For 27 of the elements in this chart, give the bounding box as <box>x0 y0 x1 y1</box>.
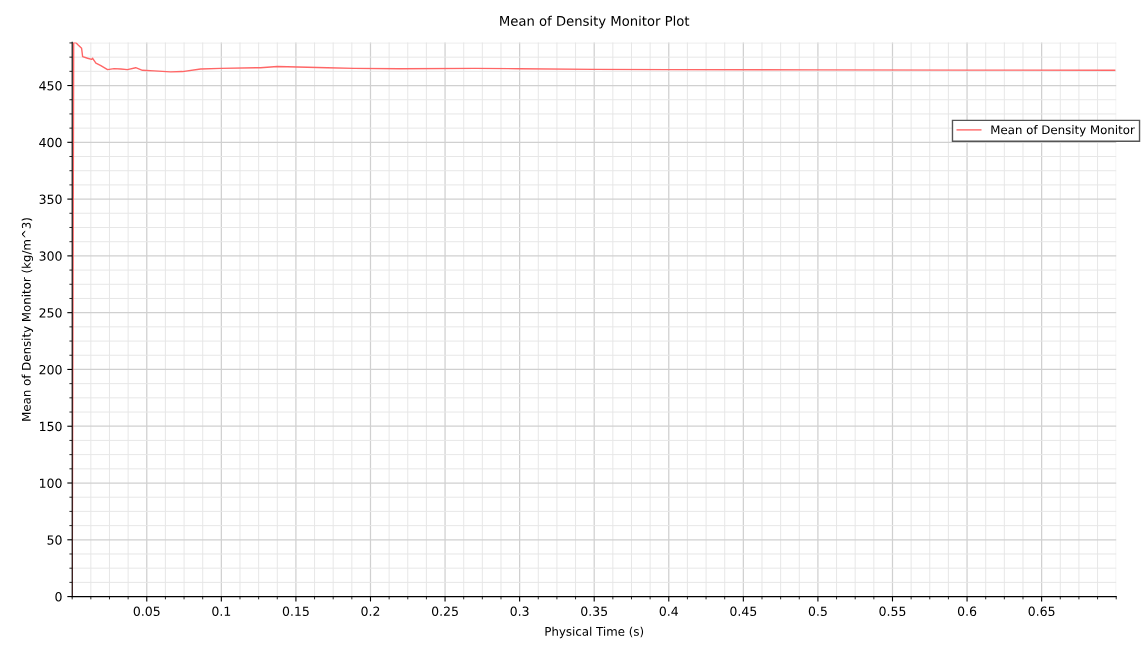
y-axis-title: Mean of Density Monitor (kg/m^3) <box>21 218 34 421</box>
y-tick-label: 300 <box>39 251 62 261</box>
x-tick-label: 0.2 <box>361 606 380 616</box>
y-tick-label: 100 <box>39 478 62 488</box>
y-tick-label: 400 <box>39 137 62 148</box>
x-tick-label: 0.25 <box>431 606 458 616</box>
x-tick-label: 0.35 <box>581 606 608 616</box>
x-axis-title: Physical Time (s) <box>545 626 644 639</box>
x-tick-label: 0.3 <box>510 606 529 616</box>
y-tick-label: 250 <box>39 308 62 318</box>
x-tick-label: 0.65 <box>1028 606 1055 616</box>
y-tick-label: 50 <box>47 535 62 545</box>
x-tick-label: 0.15 <box>282 606 309 616</box>
x-tick-label: 0.55 <box>879 606 906 616</box>
y-tick-label: 450 <box>39 81 62 91</box>
chart-title: Mean of Density Monitor Plot <box>500 15 690 29</box>
y-tick-label: 350 <box>39 194 62 205</box>
y-tick-label: 200 <box>39 364 62 375</box>
x-tick-label: 0.1 <box>212 606 231 616</box>
x-tick-label: 0.4 <box>659 606 679 616</box>
x-tick-label: 0.5 <box>808 606 827 616</box>
x-tick-label: 0.45 <box>730 606 757 616</box>
x-tick-label: 0.6 <box>957 606 977 616</box>
legend-label: Mean of Density Monitor <box>991 125 1135 137</box>
x-tick-label: 0.05 <box>133 606 160 616</box>
y-tick-label: 150 <box>39 421 62 432</box>
y-tick-label: 0 <box>55 592 62 602</box>
